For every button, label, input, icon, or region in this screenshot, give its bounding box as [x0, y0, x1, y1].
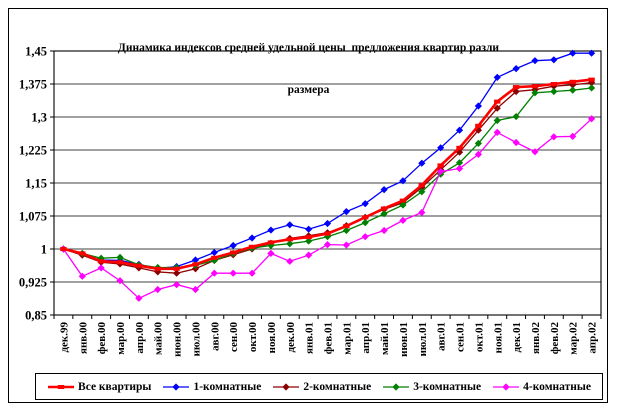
legend-label-3-komnatnye: 3-комнатные — [413, 380, 482, 393]
x-tick-label: фев.00 — [96, 322, 108, 355]
x-tick-label: июл.01 — [417, 322, 429, 356]
x-tick-label: сен.00 — [228, 322, 240, 352]
x-tick-label: дек.01 — [511, 322, 523, 353]
x-tick-label: июл.00 — [190, 322, 202, 357]
legend: Все квартиры 1-комнатные 2-комнатные 3-к… — [35, 373, 603, 400]
x-tick-label: июн.00 — [172, 322, 184, 357]
legend-marker-1-komnatnye — [163, 382, 190, 391]
y-tick-label: 1,3 — [31, 111, 47, 125]
x-tick-label: май.00 — [153, 322, 165, 356]
legend-marker-4-komnatnye — [493, 382, 520, 391]
x-tick-label: апр.01 — [360, 322, 372, 354]
y-tick-label: 1,15 — [25, 177, 47, 191]
series-vse-kvartiry — [60, 77, 595, 271]
x-tick-label: май.01 — [379, 322, 391, 355]
y-tick-label: 1,075 — [19, 210, 47, 224]
x-tick-label: ноя.00 — [266, 322, 278, 354]
x-tick-label: мар.00 — [115, 322, 127, 355]
x-tick-label: фев.01 — [323, 322, 335, 354]
x-tick-label: апр.00 — [134, 322, 146, 354]
x-tick-label: авг.01 — [436, 322, 448, 351]
legend-label-1-komnatnye: 1-комнатные — [193, 380, 262, 393]
legend-item-4-komnatnye: 4-комнатные — [492, 381, 591, 393]
legend-item-3-komnatnye: 3-комнатные — [382, 381, 481, 393]
x-tick-label: окт.00 — [247, 322, 259, 353]
x-tick-label: ноя.01 — [492, 322, 504, 353]
x-tick-label: янв.02 — [530, 322, 542, 354]
x-tick-label: мар.01 — [341, 322, 353, 355]
x-tick-label: мар.02 — [568, 322, 580, 355]
chart-title-line2: размера — [287, 84, 330, 96]
x-tick-label: дек.00 — [285, 322, 297, 353]
legend-item-vse-kvartiry: Все квартиры — [47, 381, 151, 393]
x-tick-label: сен.01 — [455, 322, 467, 352]
y-tick-label: 1,375 — [19, 78, 47, 92]
y-tick-label: 1 — [41, 243, 47, 257]
y-tick-label: 1,45 — [25, 45, 47, 59]
x-tick-label: янв.00 — [77, 322, 89, 354]
legend-marker-2-komnatnye — [273, 382, 300, 391]
x-tick-label: авг.00 — [209, 322, 221, 351]
legend-label-vse-kvartiry: Все квартиры — [78, 380, 152, 393]
x-tick-label: фев.02 — [549, 322, 561, 355]
x-tick-label: дек.99 — [58, 322, 70, 353]
x-axis-ticks — [53, 315, 602, 319]
x-tick-label: апр.02 — [587, 322, 599, 354]
plot-border — [53, 50, 602, 316]
x-axis-labels: дек.99 янв.00 фев.00 мар.00 апр.00 май.00 июн.… — [58, 322, 598, 357]
x-tick-label: июн.01 — [398, 322, 410, 357]
y-tick-label: 1,225 — [19, 144, 47, 158]
y-tick-label: 0,925 — [19, 276, 47, 290]
legend-label-2-komnatnye: 2-комнатные — [303, 380, 372, 393]
legend-label-4-komnatnye: 4-комнатные — [523, 380, 591, 393]
legend-item-1-komnatnye: 1-комнатные — [162, 381, 261, 393]
legend-marker-3-komnatnye — [383, 382, 410, 391]
y-axis-labels: 1,45 1,375 1,3 1,225 1,15 1,075 1 0,925 0,85 — [19, 45, 47, 323]
figure-border — [8, 8, 608, 403]
x-tick-label: янв.01 — [304, 322, 316, 354]
x-tick-label: окт.01 — [473, 322, 485, 352]
series-4-komnatnye — [59, 115, 596, 302]
legend-marker-vse-kvartiry — [48, 384, 75, 389]
legend-item-2-komnatnye: 2-комнатные — [272, 381, 371, 393]
y-tick-label: 0,85 — [25, 309, 47, 323]
